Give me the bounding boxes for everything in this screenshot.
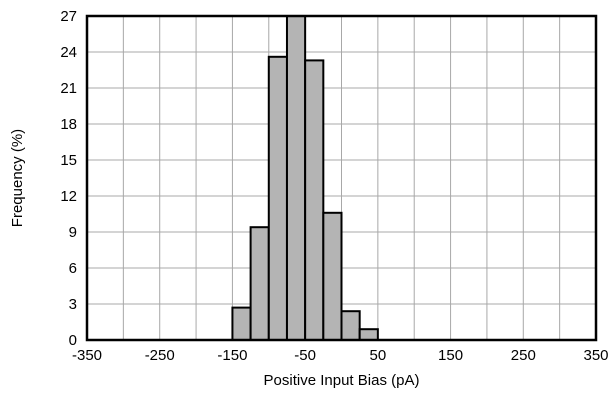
y-tick-label: 27 xyxy=(60,8,77,25)
histogram-bar xyxy=(342,311,360,340)
y-tick-labels: 0 3 6 9 12 15 18 21 24 27 xyxy=(60,8,77,349)
x-tick-label: -350 xyxy=(72,347,102,364)
x-tick-label: 150 xyxy=(438,347,463,364)
y-tick-label: 6 xyxy=(69,260,77,277)
x-tick-label: 50 xyxy=(370,347,387,364)
histogram-bar xyxy=(251,227,269,340)
y-tick-label: 21 xyxy=(60,80,77,97)
y-tick-label: 15 xyxy=(60,152,77,169)
y-tick-label: 12 xyxy=(60,188,77,205)
y-tick-label: 0 xyxy=(69,332,77,349)
x-tick-label: -50 xyxy=(294,347,316,364)
y-tick-label: 24 xyxy=(60,44,77,61)
y-tick-label: 3 xyxy=(69,296,77,313)
histogram-bar xyxy=(305,60,323,340)
histogram-bar xyxy=(323,213,341,340)
histogram-bar xyxy=(269,57,287,340)
histogram-bar xyxy=(287,16,305,340)
x-axis-title: Positive Input Bias (pA) xyxy=(264,372,420,389)
y-tick-label: 9 xyxy=(69,224,77,241)
y-axis-title: Frequency (%) xyxy=(9,129,26,227)
histogram-bar xyxy=(232,308,250,340)
y-tick-label: 18 xyxy=(60,116,77,133)
x-tick-label: 250 xyxy=(511,347,536,364)
x-tick-label: -150 xyxy=(217,347,247,364)
x-tick-labels: -350 -250 -150 -50 50 150 250 350 xyxy=(72,347,608,364)
histogram-bar xyxy=(360,329,378,340)
x-tick-label: -250 xyxy=(145,347,175,364)
x-tick-label: 350 xyxy=(583,347,608,364)
bars-layer xyxy=(232,16,377,340)
